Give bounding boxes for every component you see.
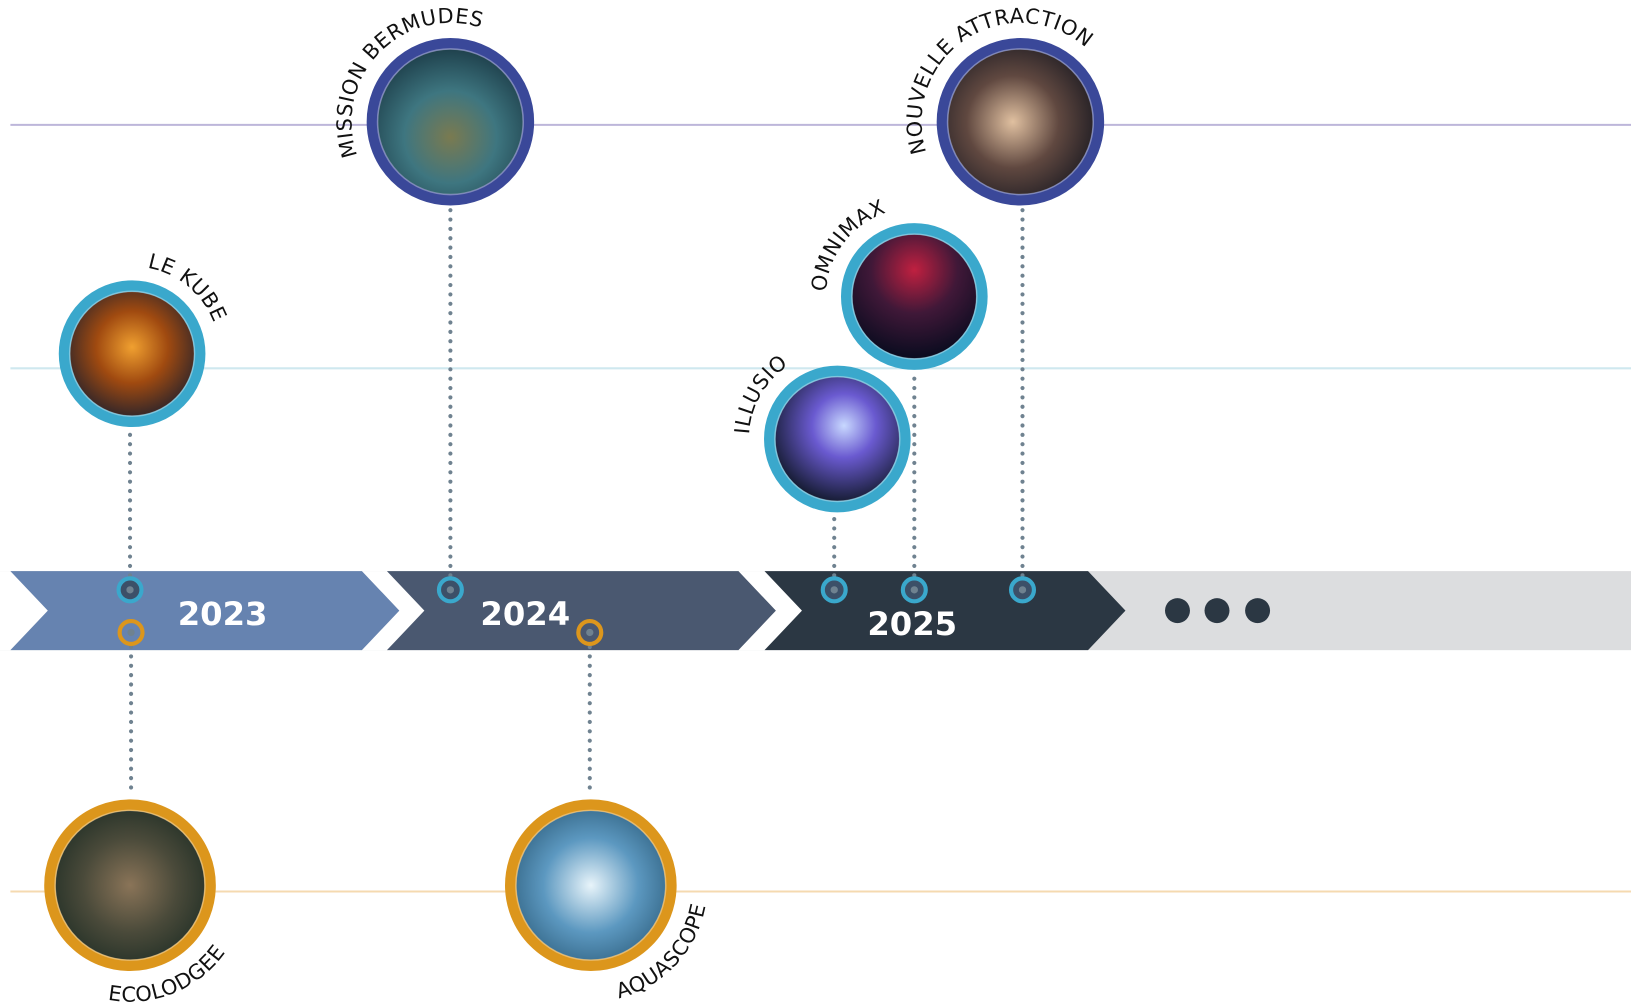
more-dot [1165,598,1190,623]
marker-dot [126,586,133,593]
marker-dot [127,629,134,636]
marker-dot [586,629,593,636]
page: {"timeline": { "years": ["2023", "2024",… [0,0,1631,1007]
timeline: 2023 2024 2025 LE KUBEMISSION BERMUDESIL… [0,0,1631,1007]
year-label: 2025 [867,605,957,643]
marker-dot [831,586,838,593]
marker-dot [911,586,918,593]
marker-dot [1019,586,1026,593]
more-dot [1245,598,1270,623]
more-dot [1205,598,1230,623]
marker-dot [447,586,454,593]
year-label: 2024 [480,595,570,633]
year-label: 2023 [178,595,268,633]
